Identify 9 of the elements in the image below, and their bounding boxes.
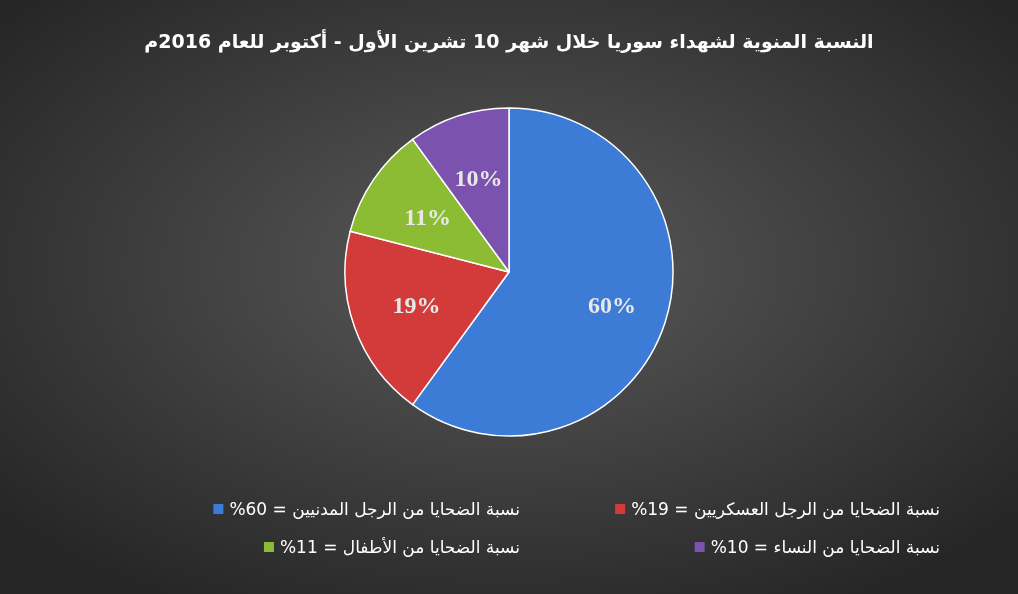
data-label: 19% xyxy=(392,292,441,319)
data-label: 60% xyxy=(587,292,636,319)
legend-item: نسبة الضحايا من الرجل العسكريين = 19% xyxy=(615,499,940,519)
data-label: 10% xyxy=(454,165,503,192)
data-label: 11% xyxy=(404,203,451,230)
legend-item: نسبة الضحايا من الأطفال = 11% xyxy=(263,537,520,557)
chart-title: النسبة المنوية لشهداء سوريا خلال شهر 10 تشرين الأول - أكتوبر للعام 2016م xyxy=(144,29,874,53)
legend-item: نسبة الضحايا من الرجل المدنيين = 60% xyxy=(213,499,520,519)
legend-item: نسبة الضحايا من النساء = 10% xyxy=(694,537,940,557)
